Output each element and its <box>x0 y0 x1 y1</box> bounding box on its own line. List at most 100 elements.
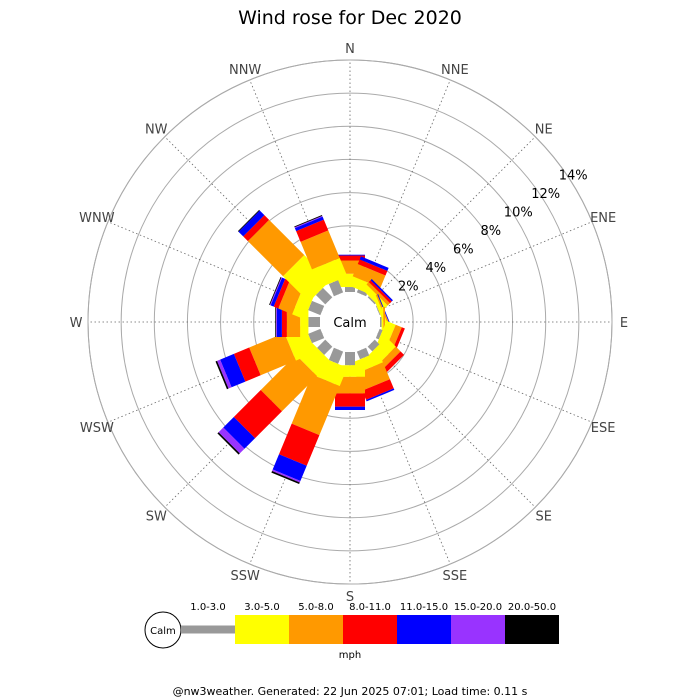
direction-label-nne: NNE <box>441 63 469 78</box>
grid-spoke-sse <box>361 349 451 565</box>
bar-segment <box>335 254 365 256</box>
bar-segment <box>272 454 307 481</box>
direction-label-ene: ENE <box>590 211 616 226</box>
bar-segment <box>308 317 320 327</box>
bar-segment <box>335 406 365 410</box>
legend-swatch-3 <box>289 615 343 644</box>
radial-tick-label: 8% <box>480 224 501 239</box>
bar-segment <box>328 347 344 364</box>
bar-segment <box>294 215 323 229</box>
bar-stack-nw <box>237 209 333 305</box>
bar-segment <box>283 255 331 303</box>
direction-label-se: SE <box>536 510 552 525</box>
grid-ring-12 <box>120 92 580 552</box>
bar-segment <box>300 230 340 270</box>
direction-label-nnw: NNW <box>229 63 261 78</box>
bar-segment <box>381 307 384 337</box>
legend-bin-label: 8.0-11.0 <box>349 602 391 613</box>
axis-labels: N NNE NE ENE E ESE SE SSE S SSW SW WSW W WNW NW NNW 2% 4%… <box>70 42 629 605</box>
legend-swatch-7 <box>505 615 559 644</box>
legend-bin-label: 11.0-15.0 <box>400 602 448 613</box>
direction-label-w: W <box>70 316 83 331</box>
bar-segment <box>366 281 391 306</box>
legend-unit: mph <box>339 650 361 661</box>
direction-label-sse: SSE <box>442 569 467 584</box>
direction-label-e: E <box>620 316 628 331</box>
bar-stack-s <box>335 352 365 410</box>
radial-tick-label: 14% <box>559 168 588 183</box>
bar-segment <box>356 289 368 297</box>
bar-segment <box>238 210 265 237</box>
bar-segment <box>356 347 370 360</box>
direction-label-ne: NE <box>535 122 553 137</box>
legend-bin-label: 5.0-8.0 <box>298 602 333 613</box>
bar-segment <box>291 374 340 436</box>
bar-segment <box>243 215 270 242</box>
bar-segment <box>335 393 365 407</box>
direction-label-nw: NW <box>145 122 168 137</box>
grid-ring-4 <box>253 225 447 419</box>
bar-segment <box>271 471 300 485</box>
bar-segment <box>335 376 365 394</box>
bar-segment <box>218 427 245 454</box>
speed-legend: Calm mph 1.0-3.0 3.0-5.0 5.0-8.0 8.0-11.0 11… <box>144 602 559 661</box>
legend-swatch-5 <box>397 615 451 644</box>
direction-label-wsw: WSW <box>80 421 114 436</box>
bar-stack-nnw <box>294 215 348 297</box>
bar-segment <box>279 423 320 466</box>
bar-segment <box>335 255 365 261</box>
direction-label-s: S <box>346 590 354 605</box>
grid-spoke-nnw <box>249 79 339 295</box>
bar-segment <box>223 416 256 449</box>
bar-segment <box>217 359 232 389</box>
radial-tick-label: 4% <box>426 261 447 276</box>
calm-label: Calm <box>333 316 366 331</box>
grid-spoke-wsw <box>107 333 323 423</box>
legend-bin-label: 3.0-5.0 <box>244 602 279 613</box>
bar-segment <box>269 277 282 306</box>
bar-segment <box>237 209 260 232</box>
radial-tick-label: 10% <box>504 206 533 221</box>
bar-segment <box>345 287 355 292</box>
bar-segment <box>357 259 388 276</box>
polar-grid <box>87 59 613 585</box>
direction-label-wnw: WNW <box>79 211 115 226</box>
bar-segment <box>359 256 389 271</box>
bar-segment <box>294 215 323 228</box>
bar-segment <box>308 300 325 316</box>
grid-spoke-se <box>370 342 536 508</box>
bar-segment <box>368 280 392 304</box>
grid-ring-10 <box>153 125 547 519</box>
bar-segment <box>366 388 395 402</box>
bar-segment <box>273 278 290 309</box>
legend-bin-label: 20.0-50.0 <box>508 602 556 613</box>
calm-center: Calm <box>324 296 376 348</box>
bar-segment <box>233 390 282 439</box>
bar-segment <box>247 219 305 277</box>
bar-segment <box>269 277 283 306</box>
grid-ring-6 <box>220 192 480 452</box>
grid-spoke-ne <box>370 136 536 302</box>
bar-segment <box>352 264 386 288</box>
grid-ring-14 <box>87 59 613 585</box>
bar-segment <box>217 432 240 455</box>
grid-spoke-ene <box>377 221 593 311</box>
bar-segment <box>379 317 382 327</box>
bar-stack-ssw <box>271 347 348 485</box>
bar-segment <box>272 469 301 483</box>
bar-segment <box>370 279 393 302</box>
legend-swatch-2 <box>235 615 289 644</box>
bar-segment <box>315 287 333 305</box>
bar-segment <box>233 347 261 382</box>
grid-spoke-ese <box>377 333 593 423</box>
bar-segment <box>328 280 344 297</box>
legend-calm-label: Calm <box>150 626 176 637</box>
bar-segment <box>270 277 286 307</box>
legend-bin-label: 15.0-20.0 <box>454 602 502 613</box>
bar-segment <box>375 328 383 340</box>
bar-segment <box>317 339 333 355</box>
frequency-bars <box>215 209 405 485</box>
direction-label-ese: ESE <box>591 421 616 436</box>
bar-segment <box>275 307 277 337</box>
